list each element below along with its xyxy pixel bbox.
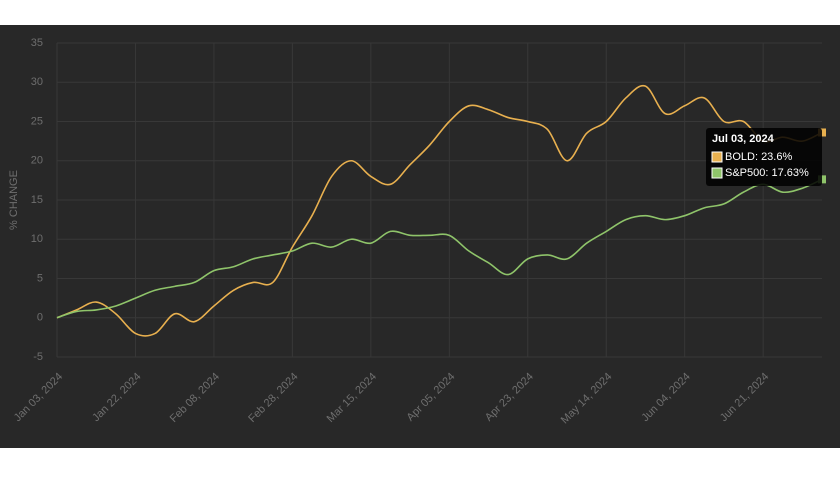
y-tick-label: 20 [31,155,43,167]
y-tick-label: 0 [37,312,43,324]
tooltip-item: BOLD: 23.6% [725,151,792,163]
y-tick-label: 35 [31,37,43,49]
y-axis-label: % CHANGE [8,170,20,230]
y-tick-label: 15 [31,194,43,206]
tooltip-title: Jul 03, 2024 [712,133,775,145]
series-line [56,84,823,337]
chart-background [0,25,840,448]
tooltip-box [706,128,822,186]
y-tick-label: 30 [31,76,43,88]
y-tick-label: -5 [33,351,43,363]
series-line [56,178,823,319]
tooltip-swatch [711,167,723,179]
y-tick-label: 25 [31,115,43,127]
y-tick-label: 10 [31,233,43,245]
tooltip-item: S&P500: 17.63% [725,167,809,179]
tooltip-swatch [711,151,723,163]
y-tick-label: 5 [37,272,43,284]
